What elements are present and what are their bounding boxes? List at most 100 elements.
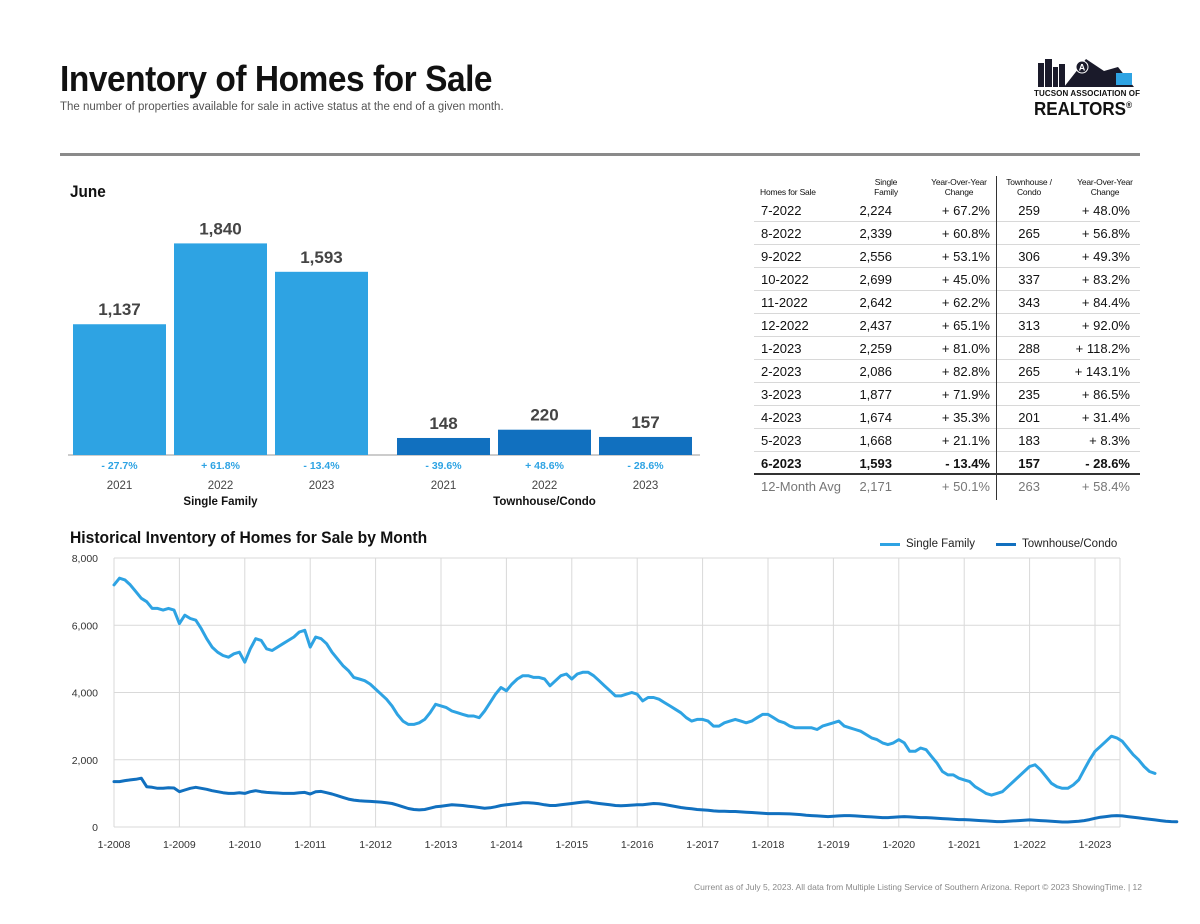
bar-group-label: Single Family bbox=[183, 496, 258, 508]
table-row: 3-2023 1,877 + 71.9% 235 + 86.5% bbox=[754, 383, 1140, 406]
table-cell-single-family: 2,437 bbox=[859, 318, 892, 333]
table-row: 7-2022 2,224 + 67.2% 259 + 48.0% bbox=[754, 199, 1140, 222]
bar bbox=[599, 436, 692, 455]
table-cell-th-change: + 56.8% bbox=[1081, 226, 1130, 241]
june-bar-chart: 1,137 - 27.7% 2021 1,840 + 61.8% 2022 1,593 - 1… bbox=[68, 219, 700, 508]
table-cell-th-change: + 8.3% bbox=[1089, 433, 1130, 448]
bar-chart-title: June bbox=[70, 182, 106, 201]
legend-label-townhouse: Townhouse/Condo bbox=[1022, 538, 1118, 550]
table-cell-townhouse: 313 bbox=[1018, 318, 1040, 333]
table-cell-period: 6-2023 bbox=[761, 456, 802, 471]
table-cell-th-change: + 92.0% bbox=[1081, 318, 1130, 333]
table-header-townhouse: Townhouse / Condo bbox=[1006, 177, 1052, 197]
bar-change-label: - 13.4% bbox=[303, 460, 340, 472]
header-divider bbox=[60, 153, 1140, 156]
logo-registered-mark: ® bbox=[1126, 99, 1133, 110]
table-row: 11-2022 2,642 + 62.2% 343 + 84.4% bbox=[754, 291, 1140, 314]
table-cell-sf-change: - 13.4% bbox=[945, 456, 990, 471]
table-cell-th-change: + 49.3% bbox=[1081, 249, 1130, 264]
legend-swatch-single-family bbox=[880, 542, 900, 546]
bar-year-label: 2023 bbox=[633, 480, 659, 492]
y-tick-label: 4,000 bbox=[72, 688, 98, 700]
table-cell-period: 10-2022 bbox=[761, 272, 809, 287]
line-chart-title: Historical Inventory of Homes for Sale b… bbox=[70, 528, 428, 547]
x-tick-label: 1-2021 bbox=[948, 839, 981, 851]
table-cell-townhouse: 343 bbox=[1018, 295, 1040, 310]
table-divider bbox=[996, 176, 997, 500]
table-row: 9-2022 2,556 + 53.1% 306 + 49.3% bbox=[754, 245, 1140, 268]
table-cell-single-family: 2,224 bbox=[859, 203, 892, 218]
table-cell-period: 1-2023 bbox=[761, 341, 802, 356]
table-cell-single-family: 2,642 bbox=[859, 295, 892, 310]
footer-note: Current as of July 5, 2023. All data fro… bbox=[693, 882, 1142, 892]
bar-change-label: + 48.6% bbox=[525, 460, 564, 472]
x-tick-label: 1-2017 bbox=[686, 839, 719, 851]
bar-value-label: 220 bbox=[530, 406, 558, 425]
logo-text-line2: REALTORS® bbox=[1034, 98, 1132, 120]
table-cell-sf-change: + 45.0% bbox=[941, 272, 990, 287]
x-tick-label: 1-2015 bbox=[555, 839, 588, 851]
bar-value-label: 148 bbox=[429, 414, 457, 433]
table-row: 8-2022 2,339 + 60.8% 265 + 56.8% bbox=[754, 222, 1140, 245]
x-tick-label: 1-2023 bbox=[1079, 839, 1112, 851]
table-cell-sf-change: + 21.1% bbox=[941, 433, 990, 448]
table-cell-period: 4-2023 bbox=[761, 410, 802, 425]
table-row: 10-2022 2,699 + 45.0% 337 + 83.2% bbox=[754, 268, 1140, 291]
table-cell-single-family: 2,086 bbox=[859, 364, 892, 379]
x-tick-label: 1-2019 bbox=[817, 839, 850, 851]
y-tick-label: 2,000 bbox=[72, 755, 98, 767]
legend-single-family: Single Family bbox=[880, 538, 975, 550]
bar-change-label: + 61.8% bbox=[201, 460, 240, 472]
bar bbox=[275, 271, 368, 455]
bar bbox=[174, 243, 267, 455]
table-row: 5-2023 1,668 + 21.1% 183 + 8.3% bbox=[754, 429, 1140, 452]
table-cell-period: 11-2022 bbox=[761, 295, 808, 310]
table-cell-sf-change: + 60.8% bbox=[941, 226, 990, 241]
bar-year-label: 2023 bbox=[309, 480, 335, 492]
table-cell-townhouse: 337 bbox=[1018, 272, 1040, 287]
bar-value-label: 157 bbox=[631, 413, 659, 432]
series-line-townhouse bbox=[112, 776, 1179, 824]
logo-text-line1: TUCSON ASSOCIATION OF bbox=[1034, 89, 1141, 98]
table-cell-single-family: 2,171 bbox=[859, 479, 892, 494]
bar-year-label: 2021 bbox=[107, 480, 133, 492]
table-cell-townhouse: 265 bbox=[1018, 226, 1040, 241]
bar-year-label: 2021 bbox=[431, 480, 457, 492]
legend-label-single-family: Single Family bbox=[906, 538, 976, 550]
table-cell-th-change: + 48.0% bbox=[1081, 203, 1130, 218]
table-cell-sf-change: + 82.8% bbox=[941, 364, 990, 379]
table-avg-row: 12-Month Avg 2,171 + 50.1% 263 + 58.4% bbox=[754, 475, 1140, 498]
realtors-logo: A bbox=[1038, 59, 1134, 87]
x-tick-label: 1-2010 bbox=[228, 839, 261, 851]
table-cell-th-change: + 58.4% bbox=[1081, 479, 1130, 494]
bar bbox=[73, 324, 166, 455]
table-cell-townhouse: 235 bbox=[1018, 387, 1040, 402]
bar-change-label: - 27.7% bbox=[101, 460, 138, 472]
bar bbox=[397, 437, 490, 455]
table-cell-period: 7-2022 bbox=[761, 203, 802, 218]
table-cell-single-family: 1,668 bbox=[859, 433, 892, 448]
bar-value-label: 1,593 bbox=[300, 248, 343, 267]
x-tick-label: 1-2018 bbox=[752, 839, 785, 851]
table-row: 2-2023 2,086 + 82.8% 265 + 143.1% bbox=[754, 360, 1140, 383]
bar-group-label: Townhouse/Condo bbox=[493, 496, 596, 508]
table-cell-period: 8-2022 bbox=[761, 226, 802, 241]
table-cell-sf-change: + 67.2% bbox=[941, 203, 990, 218]
table-cell-townhouse: 306 bbox=[1018, 249, 1040, 264]
table-header-single-family: Single Family bbox=[874, 177, 898, 197]
x-tick-label: 1-2016 bbox=[621, 839, 654, 851]
x-tick-label: 1-2014 bbox=[490, 839, 523, 851]
x-tick-label: 1-2008 bbox=[98, 839, 131, 851]
table-cell-period: 12-2022 bbox=[761, 318, 809, 333]
table-cell-single-family: 2,339 bbox=[859, 226, 892, 241]
table-cell-single-family: 2,259 bbox=[859, 341, 892, 356]
table-cell-sf-change: + 35.3% bbox=[941, 410, 990, 425]
table-cell-sf-change: + 53.1% bbox=[941, 249, 990, 264]
table-cell-period: 12-Month Avg bbox=[761, 479, 841, 494]
table-row: 1-2023 2,259 + 81.0% 288 + 118.2% bbox=[754, 337, 1140, 360]
table-cell-period: 3-2023 bbox=[761, 387, 802, 402]
table-cell-townhouse: 259 bbox=[1018, 203, 1040, 218]
bar-value-label: 1,137 bbox=[98, 300, 141, 319]
table-cell-period: 9-2022 bbox=[761, 249, 802, 264]
table-row: 4-2023 1,674 + 35.3% 201 + 31.4% bbox=[754, 406, 1140, 429]
